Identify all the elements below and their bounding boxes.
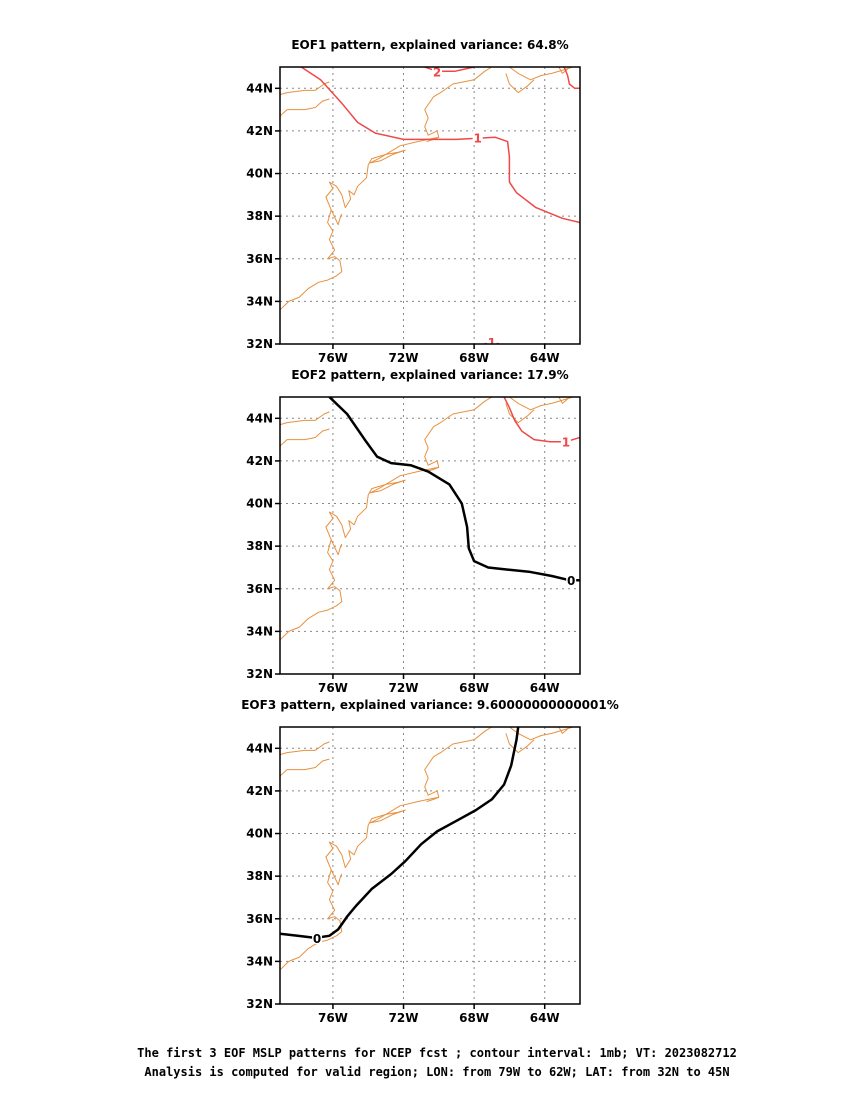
x-tick-label: 64W (530, 681, 560, 695)
eof-panel-1: EOF1 pattern, explained variance: 64.8% 1… (246, 38, 581, 365)
coastline-segment (280, 67, 493, 311)
gridlines (280, 727, 580, 1004)
y-tick-label: 44N (246, 411, 273, 425)
coastline (280, 397, 574, 641)
y-tick-label: 38N (246, 539, 273, 553)
y-tick-label: 38N (246, 869, 273, 883)
coastline-segment (280, 727, 493, 971)
coastline-segment (426, 796, 439, 803)
x-tick-label: 68W (459, 351, 489, 365)
coastline-segment (330, 209, 343, 226)
y-tick-label: 32N (246, 667, 273, 681)
coastline-segment (505, 733, 535, 754)
x-tick-label: 68W (459, 1011, 489, 1025)
y-tick-label: 36N (246, 252, 273, 266)
y-tick-label: 40N (246, 497, 273, 511)
footer-line-2: Analysis is computed for valid region; L… (144, 1065, 729, 1079)
x-tick-label: 64W (530, 351, 560, 365)
gridlines (280, 67, 580, 344)
contour-label: 2 (433, 65, 441, 79)
coastline-segment (280, 411, 330, 426)
contour-line-1 (300, 67, 580, 224)
panel-title: EOF1 pattern, explained variance: 64.8% (291, 38, 568, 52)
coastline-segment (280, 758, 330, 777)
coastline-segment (505, 73, 535, 94)
y-tick-label: 36N (246, 912, 273, 926)
footer-line-1: The first 3 EOF MSLP patterns for NCEP f… (137, 1046, 737, 1060)
contour-label-bg (486, 334, 497, 344)
y-tick-label: 32N (246, 997, 273, 1011)
x-tick-label: 76W (318, 681, 348, 695)
contour-label-bg (566, 573, 577, 587)
x-tick-label: 64W (530, 1011, 560, 1025)
contour-label: 1 (488, 336, 496, 350)
contour-label-bg (312, 930, 323, 944)
eof-panel-3: EOF3 pattern, explained variance: 9.6000… (241, 698, 619, 1025)
contour-line-2 (424, 67, 475, 73)
y-tick-label: 42N (246, 124, 273, 138)
y-tick-label: 36N (246, 582, 273, 596)
y-tick-label: 44N (246, 741, 273, 755)
y-tick-label: 40N (246, 167, 273, 181)
coastline-segment (505, 403, 535, 424)
panel-title: EOF3 pattern, explained variance: 9.6000… (241, 698, 619, 712)
contour-line-0 (328, 397, 580, 582)
y-tick-label: 40N (246, 827, 273, 841)
y-tick-label: 34N (246, 294, 273, 308)
gridlines (280, 397, 580, 674)
y-tick-label: 44N (246, 81, 273, 95)
contours: 01 (328, 397, 580, 588)
contour-label: 1 (562, 436, 570, 450)
coastline-segment (558, 397, 568, 404)
coastline-segment (558, 727, 568, 734)
x-tick-label: 76W (318, 351, 348, 365)
map-frame (279, 726, 581, 1005)
coastline-segment (330, 869, 343, 886)
panel-title: EOF2 pattern, explained variance: 17.9% (291, 368, 568, 382)
y-tick-label: 42N (246, 784, 273, 798)
contour-line-2 (563, 67, 580, 90)
contour-label: 1 (473, 131, 481, 145)
contour-label: 0 (313, 932, 321, 946)
coastline-segment (280, 741, 330, 756)
x-tick-label: 76W (318, 1011, 348, 1025)
contour-label-bg (432, 67, 443, 78)
y-tick-label: 34N (246, 954, 273, 968)
contour-line-0 (280, 727, 520, 940)
y-tick-label: 34N (246, 624, 273, 638)
coastline (280, 67, 574, 311)
contour-label: 0 (567, 574, 575, 588)
coastline-segment (509, 67, 574, 81)
map-frame (279, 66, 581, 345)
x-tick-label: 72W (389, 1011, 419, 1025)
coastline-segment (280, 98, 330, 117)
x-tick-label: 68W (459, 681, 489, 695)
y-tick-label: 32N (246, 337, 273, 351)
map-frame (279, 396, 581, 675)
x-tick-label: 72W (389, 351, 419, 365)
contours: 0 (280, 727, 520, 946)
contours: 1 2 1 (300, 65, 580, 350)
eof-panel-2: EOF2 pattern, explained variance: 17.9% 0… (246, 368, 581, 695)
contour-label-bg (472, 130, 483, 144)
y-tick-label: 38N (246, 209, 273, 223)
x-tick-label: 72W (389, 681, 419, 695)
contour-label-bg (560, 434, 571, 448)
coastline-segment (330, 539, 343, 556)
coastline-segment (280, 397, 493, 641)
coastline (280, 727, 574, 971)
coastline-segment (280, 428, 330, 447)
coastline-segment (509, 397, 574, 411)
y-tick-label: 42N (246, 454, 273, 468)
